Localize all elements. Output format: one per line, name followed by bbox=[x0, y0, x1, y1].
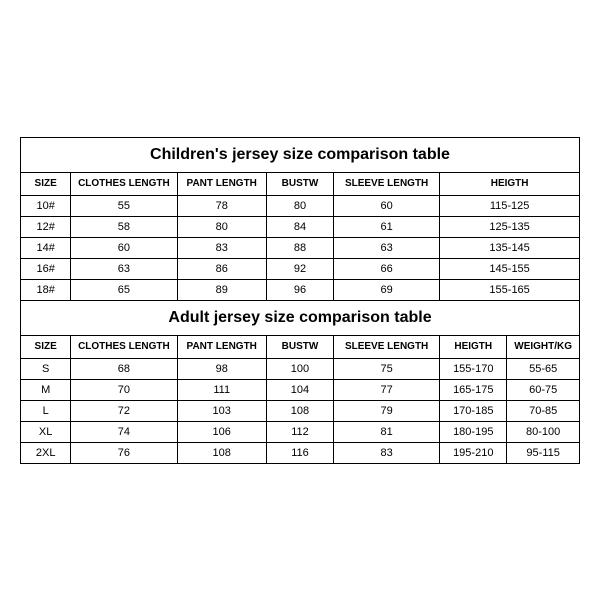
cell: 95-115 bbox=[507, 442, 580, 463]
cell: 61 bbox=[334, 216, 440, 237]
cell: 81 bbox=[334, 421, 440, 442]
cell: 100 bbox=[266, 358, 333, 379]
cell: L bbox=[21, 400, 71, 421]
children-title-row: Children's jersey size comparison table bbox=[21, 137, 580, 172]
cell: 106 bbox=[177, 421, 266, 442]
cell: 66 bbox=[334, 258, 440, 279]
children-col-1: CLOTHES LENGTH bbox=[71, 172, 177, 195]
children-col-3: BUSTW bbox=[266, 172, 333, 195]
cell: 80 bbox=[177, 216, 266, 237]
cell: 92 bbox=[266, 258, 333, 279]
cell: 60 bbox=[334, 195, 440, 216]
cell: 65 bbox=[71, 279, 177, 300]
cell: 98 bbox=[177, 358, 266, 379]
adult-col-1: CLOTHES LENGTH bbox=[71, 335, 177, 358]
children-title: Children's jersey size comparison table bbox=[21, 137, 580, 172]
cell: 69 bbox=[334, 279, 440, 300]
cell: 195-210 bbox=[440, 442, 507, 463]
cell: 108 bbox=[266, 400, 333, 421]
cell: 55 bbox=[71, 195, 177, 216]
adult-col-5: HEIGTH bbox=[440, 335, 507, 358]
table-row: 12# 58 80 84 61 125-135 bbox=[21, 216, 580, 237]
cell: 125-135 bbox=[440, 216, 580, 237]
cell: 70 bbox=[71, 379, 177, 400]
cell: 16# bbox=[21, 258, 71, 279]
table-row: 16# 63 86 92 66 145-155 bbox=[21, 258, 580, 279]
table-row: 14# 60 83 88 63 135-145 bbox=[21, 237, 580, 258]
cell: 180-195 bbox=[440, 421, 507, 442]
cell: 78 bbox=[177, 195, 266, 216]
cell: 60 bbox=[71, 237, 177, 258]
cell: 58 bbox=[71, 216, 177, 237]
cell: 165-175 bbox=[440, 379, 507, 400]
table-row: L 72 103 108 79 170-185 70-85 bbox=[21, 400, 580, 421]
cell: 86 bbox=[177, 258, 266, 279]
cell: 77 bbox=[334, 379, 440, 400]
adult-col-2: PANT LENGTH bbox=[177, 335, 266, 358]
adult-col-0: SIZE bbox=[21, 335, 71, 358]
table-row: 10# 55 78 80 60 115-125 bbox=[21, 195, 580, 216]
cell: 96 bbox=[266, 279, 333, 300]
cell: 116 bbox=[266, 442, 333, 463]
cell: 89 bbox=[177, 279, 266, 300]
children-col-5: HEIGTH bbox=[440, 172, 580, 195]
cell: 75 bbox=[334, 358, 440, 379]
cell: 60-75 bbox=[507, 379, 580, 400]
cell: 170-185 bbox=[440, 400, 507, 421]
table-row: M 70 111 104 77 165-175 60-75 bbox=[21, 379, 580, 400]
cell: 80 bbox=[266, 195, 333, 216]
cell: 88 bbox=[266, 237, 333, 258]
table-row: XL 74 106 112 81 180-195 80-100 bbox=[21, 421, 580, 442]
cell: 103 bbox=[177, 400, 266, 421]
table-row: 2XL 76 108 116 83 195-210 95-115 bbox=[21, 442, 580, 463]
cell: 108 bbox=[177, 442, 266, 463]
cell: 112 bbox=[266, 421, 333, 442]
cell: 155-170 bbox=[440, 358, 507, 379]
adult-title: Adult jersey size comparison table bbox=[21, 300, 580, 335]
size-tables-container: Children's jersey size comparison table … bbox=[20, 137, 580, 464]
children-header-row: SIZE CLOTHES LENGTH PANT LENGTH BUSTW SL… bbox=[21, 172, 580, 195]
adult-title-row: Adult jersey size comparison table bbox=[21, 300, 580, 335]
cell: 63 bbox=[334, 237, 440, 258]
children-col-2: PANT LENGTH bbox=[177, 172, 266, 195]
adult-col-3: BUSTW bbox=[266, 335, 333, 358]
cell: 18# bbox=[21, 279, 71, 300]
cell: 111 bbox=[177, 379, 266, 400]
table-row: S 68 98 100 75 155-170 55-65 bbox=[21, 358, 580, 379]
cell: 14# bbox=[21, 237, 71, 258]
cell: 79 bbox=[334, 400, 440, 421]
table-row: 18# 65 89 96 69 155-165 bbox=[21, 279, 580, 300]
children-col-4: SLEEVE LENGTH bbox=[334, 172, 440, 195]
cell: 145-155 bbox=[440, 258, 580, 279]
cell: 84 bbox=[266, 216, 333, 237]
adult-header-row: SIZE CLOTHES LENGTH PANT LENGTH BUSTW SL… bbox=[21, 335, 580, 358]
cell: 72 bbox=[71, 400, 177, 421]
cell: 155-165 bbox=[440, 279, 580, 300]
cell: 83 bbox=[177, 237, 266, 258]
cell: 2XL bbox=[21, 442, 71, 463]
cell: XL bbox=[21, 421, 71, 442]
cell: 135-145 bbox=[440, 237, 580, 258]
adult-col-6: WEIGHT/KG bbox=[507, 335, 580, 358]
cell: 70-85 bbox=[507, 400, 580, 421]
cell: 115-125 bbox=[440, 195, 580, 216]
cell: S bbox=[21, 358, 71, 379]
cell: 104 bbox=[266, 379, 333, 400]
adult-col-4: SLEEVE LENGTH bbox=[334, 335, 440, 358]
cell: M bbox=[21, 379, 71, 400]
size-comparison-table: Children's jersey size comparison table … bbox=[20, 137, 580, 464]
cell: 80-100 bbox=[507, 421, 580, 442]
cell: 68 bbox=[71, 358, 177, 379]
cell: 83 bbox=[334, 442, 440, 463]
cell: 76 bbox=[71, 442, 177, 463]
cell: 12# bbox=[21, 216, 71, 237]
cell: 55-65 bbox=[507, 358, 580, 379]
cell: 74 bbox=[71, 421, 177, 442]
cell: 63 bbox=[71, 258, 177, 279]
cell: 10# bbox=[21, 195, 71, 216]
children-col-0: SIZE bbox=[21, 172, 71, 195]
